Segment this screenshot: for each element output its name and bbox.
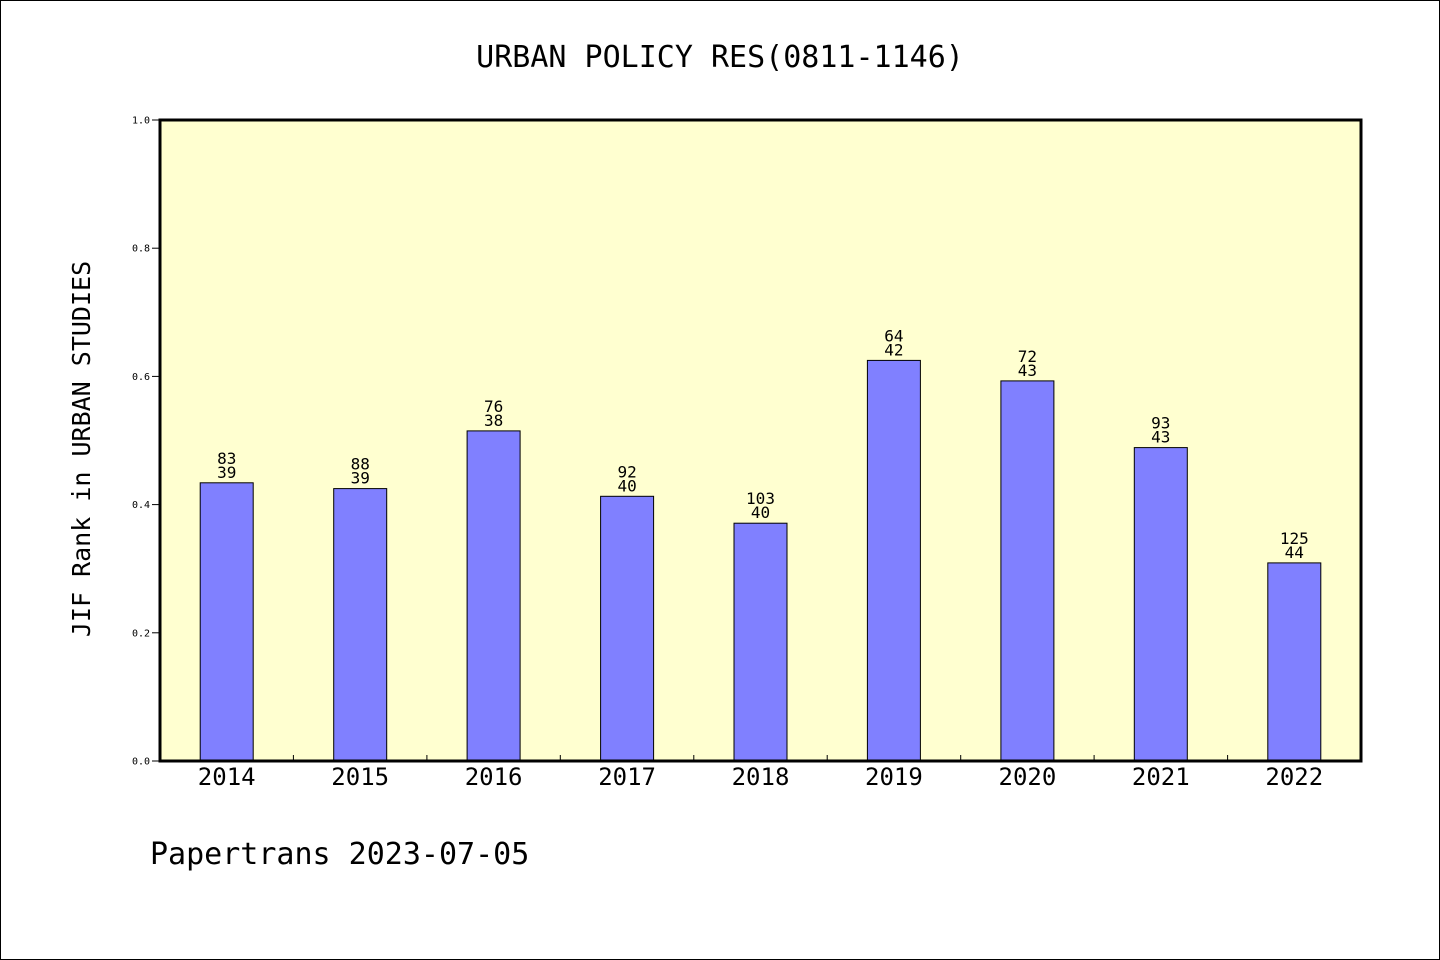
bar-2021 <box>1133 447 1188 762</box>
y-axis-title: JIF Rank in URBAN STUDIES <box>67 261 96 637</box>
x-axis: 2014 2015 2016 2017 2018 2019 2020 2021 2022 <box>198 755 1323 791</box>
y-tick-label-0.2: 0.2 <box>132 628 150 639</box>
bars-layer <box>199 359 1322 762</box>
y-tick-label-0.8: 0.8 <box>132 244 150 255</box>
x-tick-label-2014: 2014 <box>198 763 256 791</box>
position-label-2019: 42 <box>884 340 903 359</box>
x-tick-label-2015: 2015 <box>331 763 389 791</box>
rank-label-2016: 76 <box>484 397 503 416</box>
x-tick-label-2017: 2017 <box>598 763 656 791</box>
footer-text: Papertrans 2023-07-05 <box>150 837 529 872</box>
position-label-2014: 39 <box>217 463 236 482</box>
bar-2015 <box>333 488 388 762</box>
x-tick-label-2020: 2020 <box>999 763 1057 791</box>
chart-title: URBAN POLICY RES(0811-1146) <box>476 40 964 75</box>
position-label-2015: 39 <box>351 469 370 488</box>
position-label-2022: 44 <box>1285 543 1304 562</box>
rank-label-2021: 93 <box>1151 414 1170 433</box>
y-axis: 0.0 0.2 0.4 0.6 0.8 1.0 <box>132 116 160 768</box>
y-tick-label-0.0: 0.0 <box>132 757 150 768</box>
rank-label-2020: 72 <box>1018 347 1037 366</box>
bar-2017 <box>600 495 655 762</box>
bar-2016 <box>466 430 521 762</box>
x-tick-label-2022: 2022 <box>1265 763 1323 791</box>
bar-2022 <box>1267 562 1322 762</box>
rank-label-2019: 64 <box>884 326 903 345</box>
rank-label-2018: 103 <box>746 489 775 508</box>
position-label-2018: 40 <box>751 503 770 522</box>
rank-label-2014: 83 <box>217 449 236 468</box>
x-tick-label-2016: 2016 <box>465 763 523 791</box>
rank-label-2015: 88 <box>351 455 370 474</box>
x-tick-label-2021: 2021 <box>1132 763 1190 791</box>
bar-2014 <box>199 482 254 762</box>
plot-border <box>158 118 1363 763</box>
y-tick-label-1.0: 1.0 <box>132 116 150 127</box>
bar-2018 <box>733 522 788 762</box>
x-tick-label-2018: 2018 <box>732 763 790 791</box>
x-tick-label-2019: 2019 <box>865 763 923 791</box>
rank-label-2017: 92 <box>617 462 636 481</box>
position-label-2021: 43 <box>1151 428 1170 447</box>
position-label-2020: 43 <box>1018 361 1037 380</box>
y-tick-label-0.6: 0.6 <box>132 372 150 383</box>
position-label-2016: 38 <box>484 411 503 430</box>
y-tick-label-0.4: 0.4 <box>132 500 150 511</box>
bar-2020 <box>1000 380 1055 762</box>
bar-2019 <box>866 359 921 762</box>
rank-label-2022: 125 <box>1280 529 1309 548</box>
position-label-2017: 40 <box>617 476 636 495</box>
